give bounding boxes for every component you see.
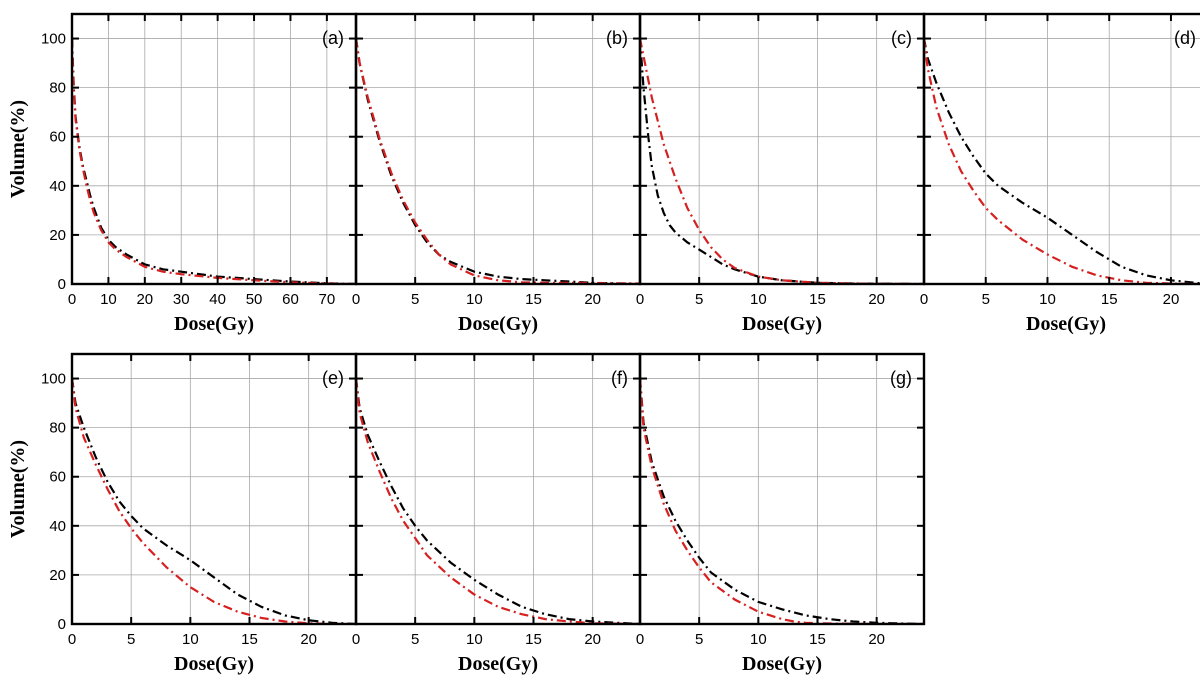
y-tick-label: 0 (58, 276, 66, 293)
y-tick-label: 80 (49, 80, 66, 97)
x-tick-label: 0 (920, 291, 928, 308)
y-tick-label: 100 (41, 31, 66, 48)
panel-3: 0 5 10 15 20 Dose(Gy) (c) (636, 12, 926, 335)
series-line-2 (356, 378, 640, 624)
panel-4: 0 5 10 15 20 Dose(Gy) (d) (920, 12, 1200, 335)
series-line-2 (924, 38, 1200, 284)
x-tick-label: 10 (1039, 291, 1056, 308)
x-tick-label: 70 (319, 291, 336, 308)
x-tick-label: 10 (182, 631, 199, 648)
x-tick-label: 20 (584, 631, 601, 648)
panel-label: (d) (1174, 28, 1196, 48)
plot-frame (922, 12, 1200, 286)
x-axis-title: Dose(Gy) (1026, 313, 1106, 335)
x-tick-label: 15 (1101, 291, 1118, 308)
plot-frame (354, 352, 642, 626)
x-tick-label: 0 (636, 291, 644, 308)
x-axis-title: Dose(Gy) (742, 313, 822, 335)
panel-2: 0 5 10 15 20 Dose(Gy) (b) (352, 12, 642, 335)
x-tick-label: 30 (173, 291, 190, 308)
plot-frame (70, 352, 358, 626)
plot-frame (354, 12, 642, 286)
y-tick-label: 20 (49, 227, 66, 244)
x-tick-label: 20 (868, 291, 885, 308)
x-axis-title: Dose(Gy) (174, 313, 254, 335)
y-tick-label: 40 (49, 518, 66, 535)
x-tick-label: 15 (525, 631, 542, 648)
x-axis-title: Dose(Gy) (458, 653, 538, 675)
x-tick-label: 5 (695, 631, 703, 648)
x-tick-label: 50 (246, 291, 263, 308)
x-tick-label: 5 (411, 631, 419, 648)
series-line-1 (924, 38, 1200, 284)
x-tick-label: 5 (127, 631, 135, 648)
y-tick-label: 0 (58, 616, 66, 633)
panel-label: (c) (891, 28, 912, 48)
panel-label: (g) (890, 368, 912, 388)
x-tick-label: 0 (68, 291, 76, 308)
x-tick-label: 20 (300, 631, 317, 648)
y-axis-title: Volume(%) (7, 440, 29, 538)
x-tick-label: 10 (466, 291, 483, 308)
plot-frame (638, 12, 926, 286)
panel-5: 0 5 10 15 20 0 20 40 60 80 100 Dose(Gy) Volume(%) (e) (7, 352, 358, 675)
y-axis-title: Volume(%) (7, 100, 29, 198)
x-tick-label: 15 (809, 291, 826, 308)
panel-7: 0 5 10 15 20 Dose(Gy) (g) (636, 352, 926, 675)
panel-label: (b) (606, 28, 628, 48)
y-tick-label: 100 (41, 371, 66, 388)
series-line-1 (72, 378, 356, 624)
y-tick-label: 80 (49, 420, 66, 437)
panel-label: (e) (322, 368, 344, 388)
x-tick-label: 10 (750, 631, 767, 648)
x-tick-label: 10 (750, 291, 767, 308)
x-tick-label: 0 (636, 631, 644, 648)
x-tick-label: 5 (411, 291, 419, 308)
panel-label: (a) (322, 28, 344, 48)
y-tick-label: 20 (49, 567, 66, 584)
x-tick-label: 10 (100, 291, 117, 308)
x-tick-label: 15 (809, 631, 826, 648)
x-tick-label: 0 (352, 631, 360, 648)
series-line-1 (356, 378, 640, 624)
x-tick-label: 5 (695, 291, 703, 308)
panel-1: 0 10 20 30 40 50 60 70 0 20 40 60 80 100 Dose(Gy) Volum… (7, 12, 358, 335)
series-line-1 (640, 38, 924, 284)
x-tick-label: 20 (1163, 291, 1180, 308)
y-tick-label: 60 (49, 469, 66, 486)
series-line-1 (356, 38, 640, 284)
x-tick-label: 5 (982, 291, 990, 308)
plot-frame (70, 12, 358, 286)
x-tick-label: 10 (466, 631, 483, 648)
x-tick-label: 20 (868, 631, 885, 648)
series-line-1 (72, 38, 356, 284)
x-tick-label: 15 (241, 631, 258, 648)
panel-6: 0 5 10 15 20 Dose(Gy) (f) (352, 352, 642, 675)
x-axis-title: Dose(Gy) (174, 653, 254, 675)
x-tick-label: 20 (136, 291, 153, 308)
x-tick-label: 40 (209, 291, 226, 308)
plot-frame (638, 352, 926, 626)
x-tick-label: 0 (68, 631, 76, 648)
series-line-2 (640, 38, 924, 284)
series-line-2 (72, 378, 356, 624)
x-axis-title: Dose(Gy) (742, 653, 822, 675)
x-tick-label: 20 (584, 291, 601, 308)
x-tick-label: 60 (282, 291, 299, 308)
x-tick-label: 0 (352, 291, 360, 308)
series-line-1 (640, 378, 924, 624)
x-axis-title: Dose(Gy) (458, 313, 538, 335)
panel-label: (f) (611, 368, 628, 388)
y-tick-label: 40 (49, 178, 66, 195)
series-line-2 (356, 38, 640, 284)
x-tick-label: 15 (525, 291, 542, 308)
series-line-2 (640, 378, 924, 624)
y-tick-label: 60 (49, 129, 66, 146)
series-line-2 (72, 38, 356, 284)
